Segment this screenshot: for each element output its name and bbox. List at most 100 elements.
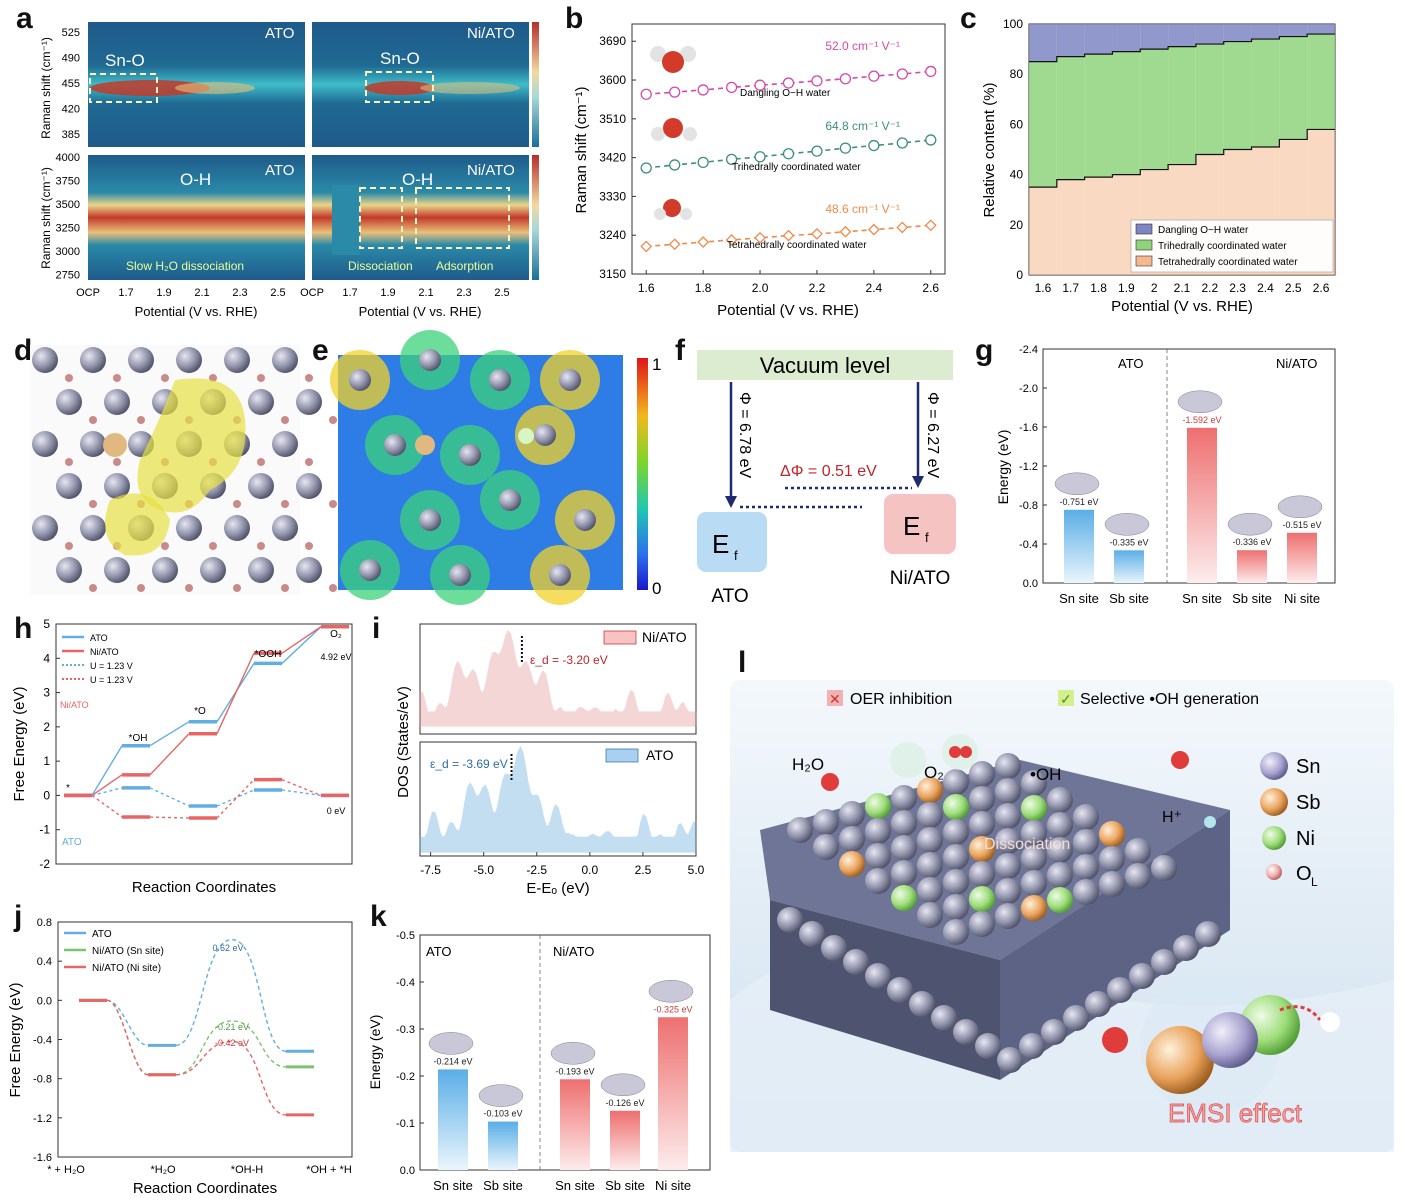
g-plot-xtick: Sb site (1232, 591, 1272, 606)
l-surface-atom (891, 785, 917, 811)
l-edge-atom (777, 907, 803, 933)
c-legend: Dangling O−H water Trihedrally coordinat… (1130, 219, 1334, 273)
d-o-atom (185, 584, 193, 592)
k-plot-bar (488, 1121, 518, 1170)
j-leg-0: ATO (92, 929, 112, 940)
l-edge-atom (1151, 949, 1177, 975)
l-surface-atom (917, 827, 943, 853)
i-xtick: 5.0 (688, 863, 705, 877)
c-ytick: 40 (1010, 168, 1024, 182)
d-o-atom (257, 542, 265, 550)
l-effect: EMSI effect (1168, 1098, 1303, 1128)
g-plot-ytick: -0.4 (1019, 539, 1038, 551)
j-leg-1: Ni/ATO (Sn site) (92, 946, 164, 957)
b-slope-label: 48.6 cm⁻¹ V⁻¹ (825, 202, 900, 216)
f-phi-right: Φ = 6.27 eV (924, 392, 941, 478)
f-ef-left: E (712, 529, 729, 559)
k-plot-xtick: Ni site (655, 1178, 691, 1193)
l-surface-atom (865, 843, 891, 869)
b-point (839, 225, 852, 238)
d-atom (152, 557, 178, 583)
d-atom (80, 515, 106, 541)
i-legend-niato: Ni/ATO (642, 629, 687, 645)
e-ni-atom (518, 428, 534, 444)
c-bar-segment (1223, 41, 1252, 150)
c-bar-segment (1084, 54, 1113, 178)
b-point (725, 234, 738, 246)
j-annot: -0.21 eV (215, 1022, 249, 1032)
g-plot-bar-label: -0.335 eV (1109, 537, 1148, 547)
l-edge-atom (887, 977, 913, 1003)
l-edge-atom (1063, 1005, 1089, 1031)
j-annot: -0.42 eV (215, 1038, 249, 1048)
d-o-atom (233, 500, 241, 508)
j-curve (106, 999, 287, 1076)
h-leg-2: U = 1.23 V (90, 661, 133, 671)
d-o-atom (281, 584, 289, 592)
panel-label-e: e (312, 334, 329, 367)
a-xlabel-right: Potential (V vs. RHE) (359, 304, 482, 319)
e-atom (499, 489, 521, 511)
g-plot-structure-icon (1277, 495, 1323, 519)
panel-d-structure-image (30, 345, 337, 595)
g-plot-xtick: Sb site (1109, 591, 1149, 606)
l-surface-atom (839, 826, 865, 852)
d-o-atom (137, 416, 145, 424)
l-surface-atom (995, 853, 1021, 879)
d-o-atom (329, 584, 337, 592)
c-bar-segment (1140, 24, 1169, 50)
k-plot-structure-icon (478, 1084, 524, 1107)
l-surface-atom (1073, 829, 1099, 855)
b-ticks: 1.6 1.8 2.0 2.2 2.4 2.6 3150 3240 3330 3420 3510 36… (599, 34, 939, 295)
l-surface-atom (995, 903, 1021, 929)
c-ytick: 100 (1003, 17, 1023, 31)
l-surface-atom (839, 851, 865, 877)
l-surface-atom (1073, 804, 1099, 830)
a-ytick-bottom: 3500 (56, 199, 80, 211)
c-ytick: 20 (1010, 218, 1024, 232)
k-plot-bar-label: -0.103 eV (483, 1109, 522, 1119)
d-atom (248, 557, 274, 583)
e-atom (559, 369, 581, 391)
i-legend-swatch (603, 630, 637, 645)
f-ef-right-sub: f (925, 530, 929, 545)
b-point (868, 70, 880, 82)
e-atom (489, 369, 511, 391)
l-surface-atom (917, 902, 943, 928)
d-o-atom (65, 542, 73, 550)
j-xtick: *OH-H (231, 1164, 263, 1176)
h-connector (216, 779, 255, 819)
h-step-label: *OH (129, 733, 148, 744)
b-series-line (646, 224, 931, 248)
h-connector (149, 787, 190, 807)
panel-label-f: f (675, 334, 685, 367)
svg-text:✓: ✓ (1060, 691, 1072, 707)
c-bar-segment (1168, 24, 1196, 47)
e-cbar-min: 0 (652, 579, 661, 598)
a-ytick-bottom: 3750 (56, 176, 80, 188)
l-surface-atom (891, 860, 917, 886)
l-surface-atom (1073, 879, 1099, 905)
a-map3-name: ATO (265, 162, 294, 179)
b-point (697, 84, 709, 96)
d-atom (56, 389, 82, 415)
d-atom (272, 431, 298, 457)
l-surface-atom (969, 811, 995, 837)
c-ytick: 60 (1010, 117, 1024, 131)
g-plot-bar (1187, 427, 1217, 583)
c-xtick: 2.3 (1229, 281, 1246, 295)
c-bar-segment (1307, 34, 1335, 130)
b-point (754, 151, 766, 163)
c-bar-segment (1112, 51, 1141, 175)
l-surface-atom (917, 777, 943, 803)
d-atom (80, 347, 106, 373)
h-connector (281, 626, 322, 654)
j-ytick: -1.6 (33, 1152, 52, 1164)
k-group-niato: Ni/ATO (553, 944, 594, 959)
g-plot-ytick: -2.0 (1019, 383, 1038, 395)
l-surface-atom (1021, 845, 1047, 871)
h-connector (281, 789, 322, 797)
a-xtick: OCP (300, 287, 324, 299)
g-plot-xtick: Sn site (1182, 591, 1222, 606)
h-xlabel: Reaction Coordinates (132, 879, 276, 896)
